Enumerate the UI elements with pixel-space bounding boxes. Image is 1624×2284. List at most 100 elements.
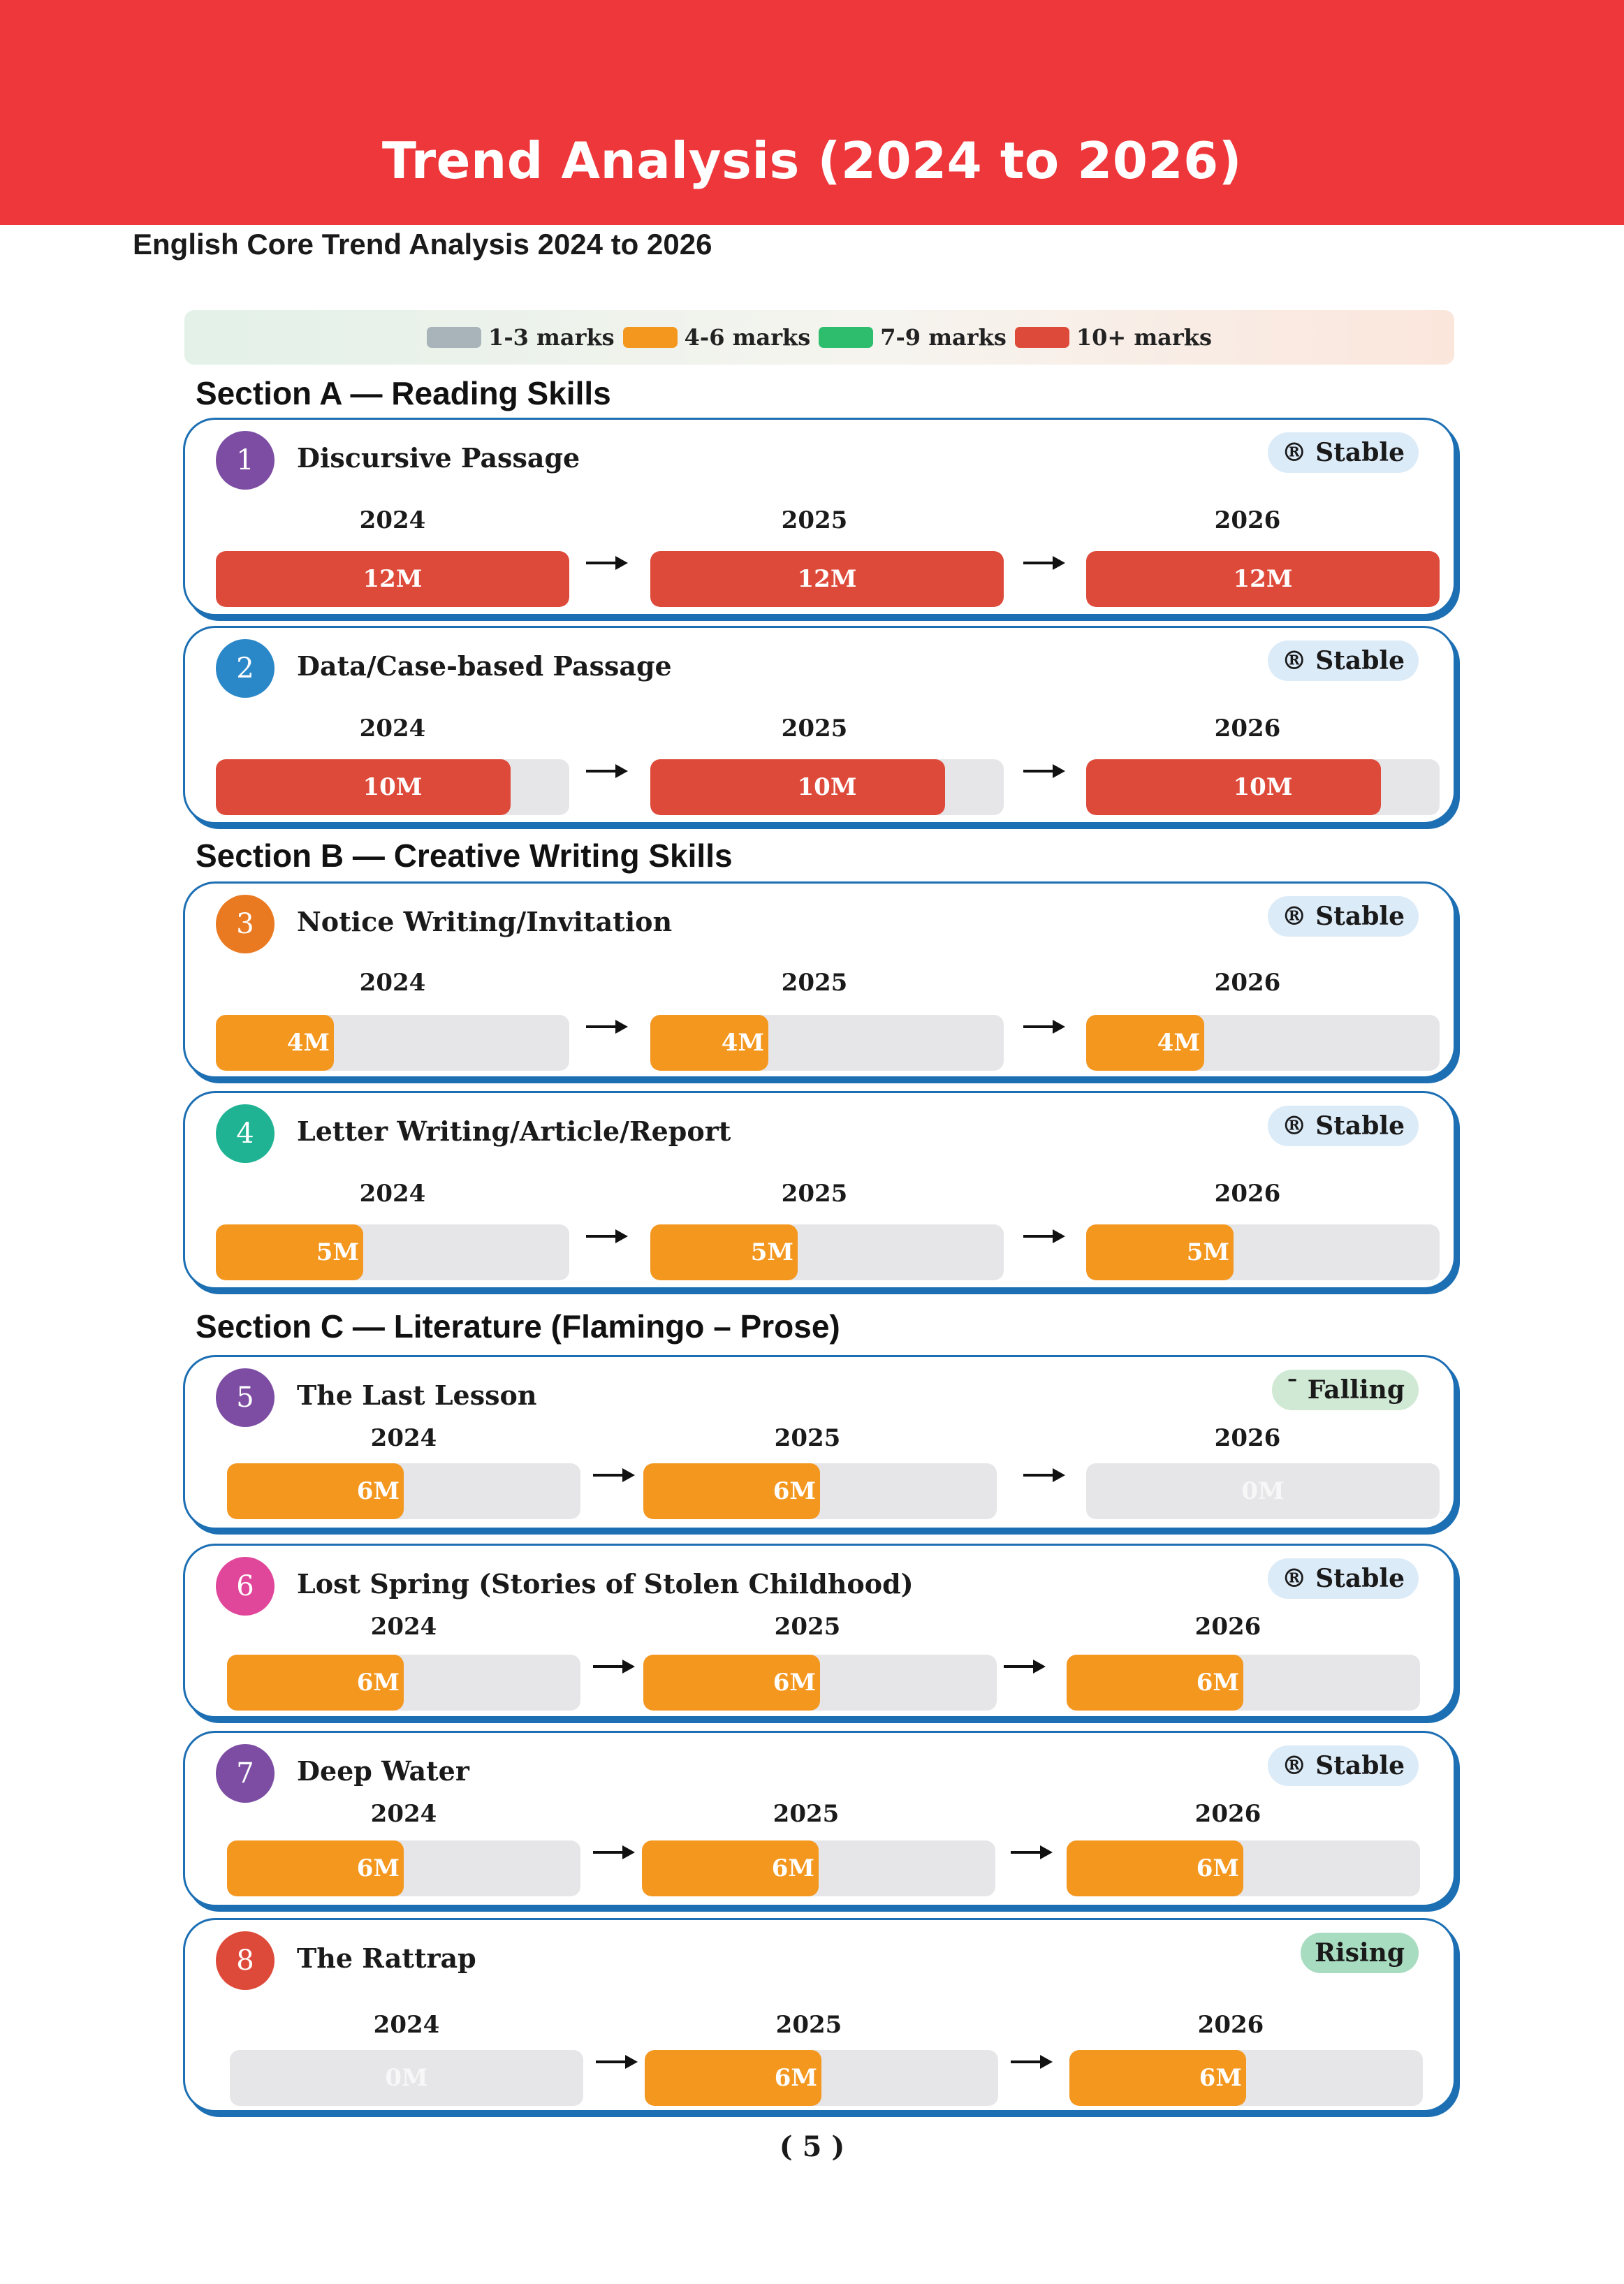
marks-value: 6M [1196, 1854, 1239, 1882]
section-c-heading: Section C — Literature (Flamingo – Prose… [196, 1308, 840, 1345]
arrow-right-icon [1011, 2055, 1053, 2069]
marks-bar-2026: 5M [1086, 1224, 1440, 1280]
year-label-2026: 2026 [1214, 506, 1281, 534]
year-label-2024: 2024 [359, 506, 426, 534]
topic-number-badge: 8 [216, 1931, 275, 1990]
marks-value: 5M [750, 1238, 793, 1266]
topic-name: The Rattrap [297, 1942, 476, 1974]
marks-bar-fill [227, 1840, 404, 1896]
legend-label: 7-9 marks [880, 324, 1007, 351]
marks-value: 5M [1186, 1238, 1229, 1266]
marks-bar-2025: 6M [643, 1463, 997, 1519]
topic-card-4: 4 Letter Writing/Article/Report ® Stable 20… [183, 1091, 1456, 1289]
marks-bar-fill [650, 1224, 798, 1280]
topic-name: Letter Writing/Article/Report [297, 1115, 731, 1147]
arrow-right-icon [1011, 1845, 1053, 1859]
year-label-2024: 2024 [370, 1424, 437, 1452]
marks-bar-2025: 5M [650, 1224, 1004, 1280]
marks-bar-2025: 12M [650, 551, 1004, 607]
topic-number-badge: 5 [216, 1368, 275, 1427]
legend-label: 1-3 marks [488, 324, 615, 351]
marks-bar-fill [645, 2050, 821, 2106]
marks-bar-fill [216, 551, 569, 607]
trend-badge: ® Stable [1267, 1106, 1419, 1146]
marks-bar-2026: 12M [1086, 551, 1440, 607]
year-label-2024: 2024 [359, 969, 426, 997]
marks-value: 0M [385, 2064, 428, 2092]
year-label-2024: 2024 [359, 1180, 426, 1208]
year-label-2025: 2025 [781, 1180, 848, 1208]
legend-swatch [427, 327, 482, 348]
marks-bar-fill [650, 759, 945, 815]
year-label-2024: 2024 [370, 1613, 437, 1641]
year-label-2024: 2024 [373, 2011, 440, 2039]
arrow-right-icon [586, 1229, 628, 1243]
trend-badge: ® Stable [1267, 432, 1419, 473]
marks-bar-2025: 6M [643, 1655, 997, 1711]
arrow-right-icon [596, 2055, 638, 2069]
legend-item-4-6: 4-6 marks [622, 324, 811, 351]
marks-bar-fill [216, 1224, 363, 1280]
topic-card-3: 3 Notice Writing/Invitation ® Stable 2024 4M… [183, 881, 1456, 1078]
topic-number-badge: 1 [216, 431, 275, 490]
marks-bar-fill [227, 1463, 404, 1519]
topic-name: Deep Water [297, 1755, 469, 1787]
trend-badge: ˉ Falling [1272, 1370, 1419, 1410]
trend-badge: ® Stable [1267, 1558, 1419, 1599]
marks-value: 12M [363, 565, 423, 593]
topic-number-badge: 4 [216, 1104, 275, 1163]
marks-bar-2025: 4M [650, 1015, 1004, 1071]
marks-value: 4M [721, 1029, 764, 1057]
arrow-right-icon [593, 1845, 635, 1859]
topic-card-1: 1 Discursive Passage ® Stable 2024 12M 2025 12… [183, 418, 1456, 616]
marks-bar-2026: 0M [1086, 1463, 1440, 1519]
marks-bar-fill [1069, 2050, 1246, 2106]
year-label-2025: 2025 [781, 969, 848, 997]
topic-number-badge: 6 [216, 1557, 275, 1616]
marks-bar-fill [227, 1655, 404, 1711]
marks-value: 4M [286, 1029, 330, 1057]
marks-bar-2026: 6M [1067, 1840, 1420, 1896]
legend-label: 4-6 marks [684, 324, 811, 351]
marks-bar-2025: 10M [650, 759, 1004, 815]
marks-bar-2024: 6M [227, 1840, 580, 1896]
arrow-right-icon [1023, 764, 1065, 778]
arrow-right-icon [586, 1020, 628, 1034]
marks-bar-fill [216, 1015, 334, 1071]
marks-bar-fill [643, 1655, 820, 1711]
topic-card-2: 2 Data/Case-based Passage ® Stable 2024 10M 2… [183, 626, 1456, 824]
topic-number-badge: 7 [216, 1744, 275, 1803]
legend: 1-3 marks 4-6 marks 7-9 marks 10+ marks [184, 310, 1454, 365]
arrow-right-icon [1023, 1020, 1065, 1034]
marks-value: 6M [773, 1477, 816, 1505]
year-label-2026: 2026 [1214, 969, 1281, 997]
year-label-2026: 2026 [1194, 1613, 1261, 1641]
marks-value: 10M [363, 773, 423, 801]
marks-bar-fill [643, 1463, 820, 1519]
year-label-2025: 2025 [781, 715, 848, 742]
marks-value: 5M [316, 1238, 359, 1266]
marks-value: 0M [1241, 1477, 1285, 1505]
topic-name: Discursive Passage [297, 442, 580, 474]
marks-value: 6M [1196, 1669, 1239, 1697]
legend-label: 10+ marks [1076, 324, 1212, 351]
arrow-right-icon [586, 556, 628, 570]
marks-bar-2024: 4M [216, 1015, 569, 1071]
marks-value: 6M [356, 1477, 400, 1505]
marks-bar-2026: 4M [1086, 1015, 1440, 1071]
marks-value: 6M [356, 1854, 400, 1882]
topic-card-6: 6 Lost Spring (Stories of Stolen Childhoo… [183, 1544, 1456, 1718]
marks-bar-fill [1086, 1224, 1234, 1280]
arrow-right-icon [1023, 556, 1065, 570]
topic-number-badge: 3 [216, 895, 275, 953]
arrow-right-icon [593, 1468, 635, 1482]
year-label-2025: 2025 [774, 1424, 841, 1452]
marks-value: 12M [797, 565, 857, 593]
legend-swatch [819, 327, 874, 348]
page-number: ( 5 ) [779, 2130, 845, 2163]
marks-bar-fill [1086, 1015, 1204, 1071]
legend-swatch [622, 327, 678, 348]
topic-card-5: 5 The Last Lesson ˉ Falling 2024 6M 2025 6M 202… [183, 1355, 1456, 1530]
year-label-2026: 2026 [1214, 1180, 1281, 1208]
arrow-right-icon [586, 764, 628, 778]
